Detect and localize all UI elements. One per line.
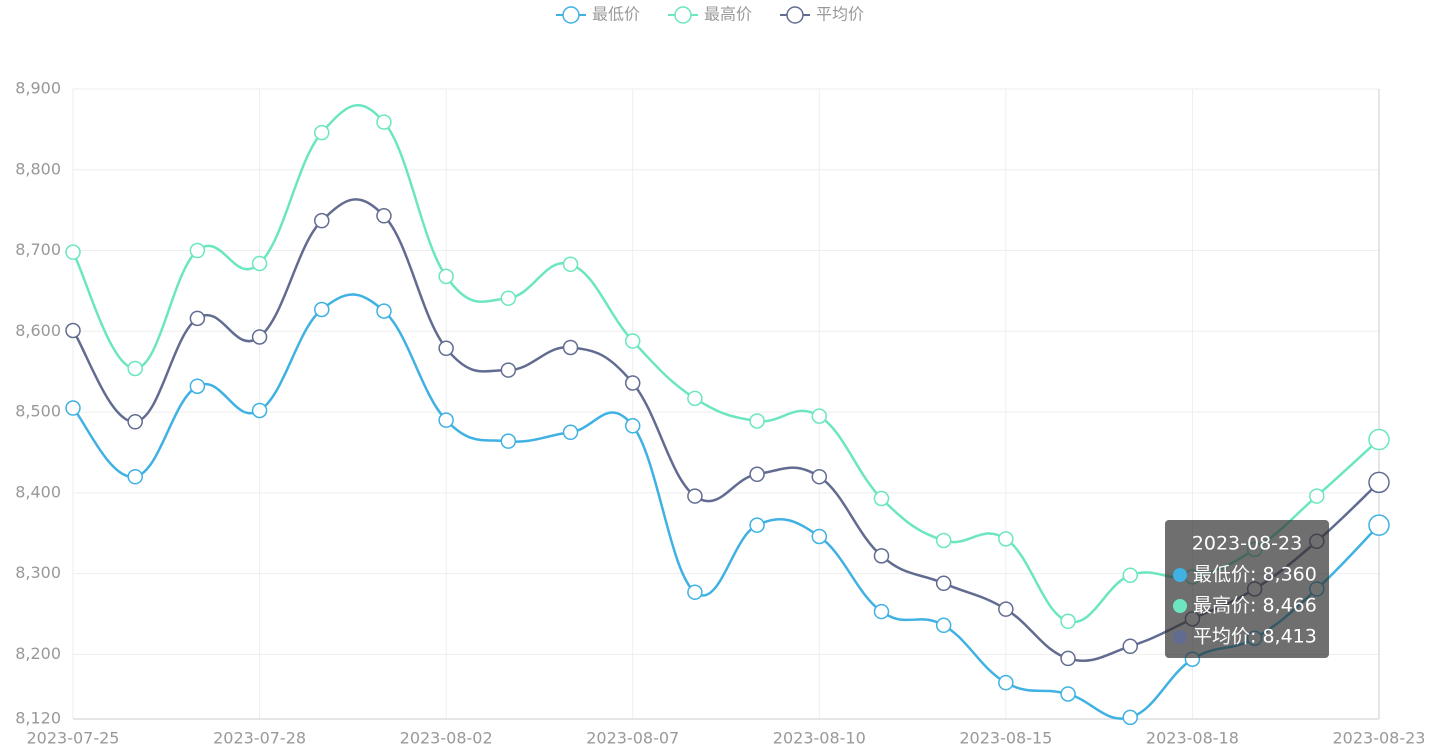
legend-icon	[562, 6, 580, 24]
point	[314, 124, 330, 141]
point	[1368, 428, 1390, 451]
point	[1122, 638, 1138, 655]
point	[376, 114, 392, 130]
x-tick-label: 2023-07-25	[27, 729, 120, 748]
tooltip-title: 2023-08-23	[1192, 533, 1302, 555]
tooltip-dot	[1173, 599, 1187, 613]
point	[65, 244, 81, 260]
point	[624, 375, 641, 391]
point	[438, 412, 454, 428]
point	[438, 340, 454, 357]
point	[376, 303, 392, 319]
y-tick-label: 8,400	[15, 482, 61, 501]
tooltip: 2023-08-23 最低价: 8,360 最高价: 8,466 平均价: 8,413	[1165, 520, 1329, 658]
legend-icon	[786, 6, 804, 24]
point	[935, 532, 952, 549]
point	[127, 468, 143, 485]
point	[749, 413, 765, 429]
point	[624, 333, 641, 349]
tooltip-box	[1165, 520, 1329, 658]
x-tick-label: 2023-08-18	[1146, 729, 1239, 748]
point	[500, 433, 517, 449]
point	[998, 601, 1014, 617]
y-tick-label: 8,700	[15, 240, 61, 259]
point	[1060, 650, 1076, 667]
x-tick-label: 2023-08-10	[773, 729, 866, 748]
point	[127, 414, 143, 430]
point	[500, 362, 517, 378]
tooltip-item: 平均价: 8,413	[1193, 626, 1317, 648]
tooltip-item: 最低价: 8,360	[1193, 564, 1317, 586]
point	[562, 339, 579, 356]
point	[998, 531, 1014, 547]
tooltip-dot	[1173, 630, 1187, 644]
x-tick-label: 2023-07-28	[213, 729, 306, 748]
y-tick-label: 8,800	[15, 159, 61, 178]
y-tick-label: 8,300	[15, 563, 61, 582]
point	[873, 548, 890, 564]
y-tick-label: 8,600	[15, 321, 61, 340]
point	[873, 490, 890, 507]
point	[562, 256, 579, 273]
y-tick-label: 8,200	[15, 644, 61, 663]
point	[749, 466, 765, 483]
point	[687, 390, 703, 407]
point	[189, 242, 206, 259]
x-tick-label: 2023-08-02	[400, 729, 493, 748]
point	[811, 528, 828, 545]
legend-label: 最高价	[704, 5, 752, 24]
legend-label: 平均价	[816, 5, 864, 24]
x-tick-label: 2023-08-07	[586, 729, 679, 748]
point	[1060, 686, 1076, 702]
point	[1309, 488, 1325, 504]
point	[873, 603, 890, 620]
point	[314, 301, 330, 318]
point	[65, 322, 81, 339]
point	[251, 402, 268, 419]
point	[1122, 709, 1138, 726]
y-tick-label: 8,500	[15, 402, 61, 421]
point	[65, 400, 81, 416]
point	[624, 418, 641, 434]
point	[687, 488, 703, 504]
point	[251, 329, 268, 345]
point	[811, 468, 828, 485]
tooltip-item: 最高价: 8,466	[1193, 595, 1317, 617]
y-tick-label: 8,900	[15, 79, 61, 98]
point	[935, 575, 952, 592]
point	[314, 212, 330, 229]
point	[189, 310, 206, 327]
x-tick-label: 2023-08-15	[959, 729, 1052, 748]
point	[935, 617, 952, 634]
point	[562, 424, 579, 441]
point	[1060, 613, 1076, 630]
point	[438, 268, 454, 285]
point	[251, 255, 268, 272]
legend-icon	[674, 6, 692, 24]
point	[189, 378, 206, 394]
point	[1368, 471, 1390, 494]
point	[749, 517, 765, 533]
point	[998, 674, 1014, 691]
point	[376, 208, 392, 224]
point	[127, 360, 143, 377]
tooltip-dot	[1173, 568, 1187, 582]
legend-label: 最低价	[592, 5, 640, 24]
point	[1368, 514, 1390, 536]
x-tick-label: 2023-08-23	[1333, 729, 1426, 748]
y-tick-label: 8,120	[15, 709, 61, 728]
point	[1122, 567, 1138, 583]
point	[687, 584, 703, 600]
point	[811, 408, 828, 424]
point	[500, 290, 517, 306]
